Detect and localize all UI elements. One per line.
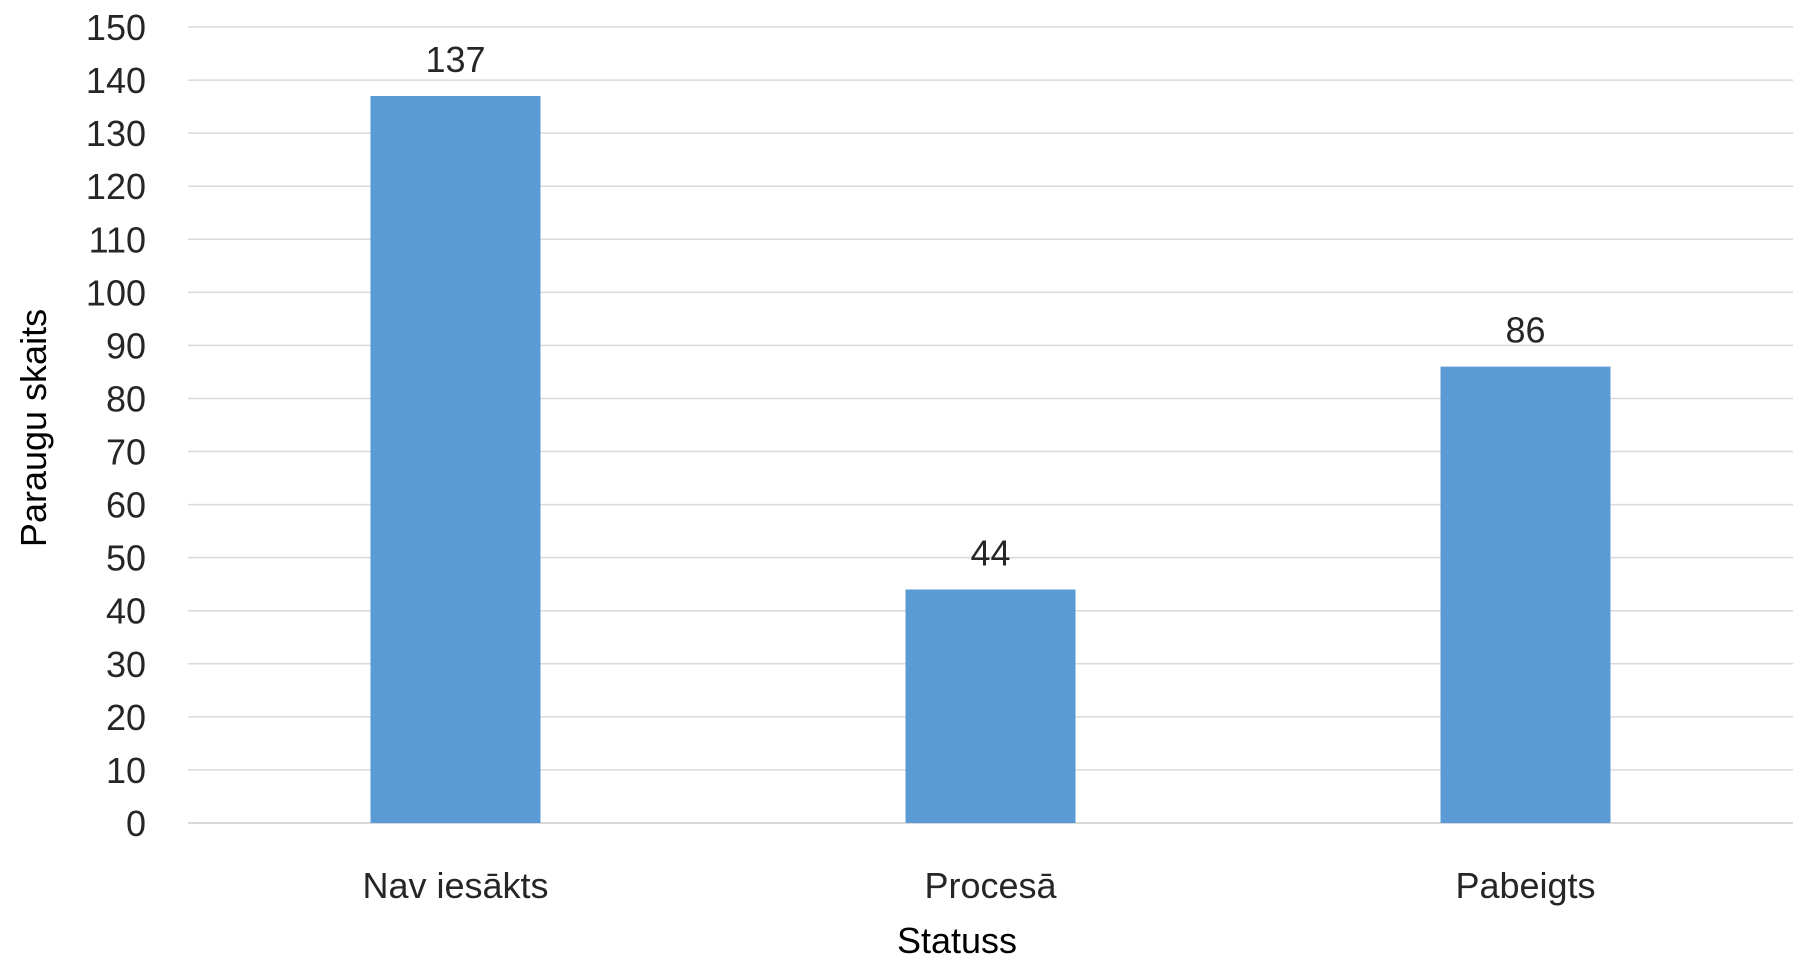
data-label: 44 xyxy=(970,533,1010,574)
y-tick-label: 0 xyxy=(126,803,146,844)
bar xyxy=(1440,366,1611,823)
y-tick-label: 10 xyxy=(106,750,146,791)
x-tick-label: Procesā xyxy=(924,865,1057,906)
x-tick-label: Pabeigts xyxy=(1455,865,1595,906)
x-axis-ticks: Nav iesākts Procesā Pabeigts xyxy=(362,865,1595,906)
y-tick-label: 70 xyxy=(106,432,146,473)
y-tick-label: 100 xyxy=(86,272,146,313)
y-axis-ticks: 0 10 20 30 40 50 60 70 80 90 100 110 120 130 140 150 xyxy=(86,7,146,844)
bars xyxy=(370,95,1611,823)
y-tick-label: 140 xyxy=(86,60,146,101)
y-tick-label: 40 xyxy=(106,591,146,632)
y-tick-label: 20 xyxy=(106,697,146,738)
y-tick-label: 130 xyxy=(86,113,146,154)
data-label: 86 xyxy=(1505,310,1545,351)
y-tick-label: 50 xyxy=(106,538,146,579)
x-tick-label: Nav iesākts xyxy=(362,865,548,906)
x-axis-title: Statuss xyxy=(897,920,1017,960)
data-labels: 137 44 86 xyxy=(425,39,1545,574)
bar xyxy=(370,95,541,823)
data-label: 137 xyxy=(425,39,485,80)
y-axis-title: Paraugu skaits xyxy=(13,309,54,547)
y-tick-label: 120 xyxy=(86,166,146,207)
y-tick-label: 60 xyxy=(106,485,146,526)
bar xyxy=(905,589,1076,823)
y-tick-label: 150 xyxy=(86,7,146,48)
y-tick-label: 110 xyxy=(89,219,146,260)
y-tick-label: 90 xyxy=(106,325,146,366)
y-tick-label: 30 xyxy=(106,644,146,685)
y-tick-label: 80 xyxy=(106,378,146,419)
